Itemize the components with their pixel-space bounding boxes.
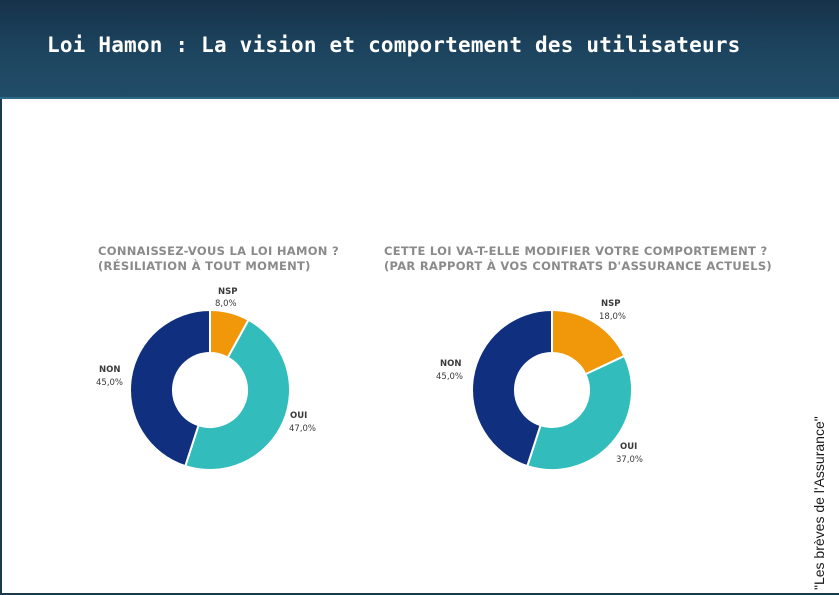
chart-2-title-line-2: (PAR RAPPORT À VOS CONTRATS D'ASSURANCE … (384, 258, 772, 273)
chart-2-slice-non (471, 308, 553, 468)
chart-2-nsp-value: 18,0% (599, 312, 626, 322)
chart-1-nsp-label: NSP (218, 287, 237, 297)
chart-1-non-label: NON (99, 365, 120, 375)
chart-2-non-value: 45,0% (436, 372, 463, 382)
chart-2-non-label: NON (440, 359, 461, 369)
chart-2-title-line-1: CETTE LOI VA-T-ELLE MODIFIER VOTRE COMPO… (384, 244, 767, 258)
chart-behaviour: CETTE LOI VA-T-ELLE MODIFIER VOTRE COMPO… (384, 244, 772, 471)
chart-2-oui-label: OUI (620, 442, 637, 452)
chart-1-slice-non (129, 308, 211, 468)
chart-2-nsp-label: NSP (601, 299, 620, 309)
chart-1-oui-label: OUI (290, 411, 307, 421)
chart-1-slice-oui (184, 318, 291, 471)
chart-awareness: CONNAISSEZ-VOUS LA LOI HAMON ? (RÉSILIAT… (96, 244, 339, 471)
chart-2-donut (471, 308, 633, 471)
header-bar: Loi Hamon : La vision et comportement de… (0, 0, 839, 99)
chart-1-title-line-1: CONNAISSEZ-VOUS LA LOI HAMON ? (98, 244, 339, 258)
chart-1-donut (129, 308, 291, 471)
chart-1-title-line-2: (RÉSILIATION À TOUT MOMENT) (98, 258, 311, 273)
chart-2-slice-oui (526, 354, 633, 471)
chart-1-nsp-value: 8,0% (215, 299, 237, 309)
chart-1-non-value: 45,0% (96, 378, 123, 388)
page-title: Loi Hamon : La vision et comportement de… (47, 33, 741, 57)
chart-1-oui-value: 47,0% (289, 424, 316, 434)
chart-2-oui-value: 37,0% (616, 455, 643, 465)
content-panel (2, 99, 807, 593)
side-strip (807, 99, 839, 593)
